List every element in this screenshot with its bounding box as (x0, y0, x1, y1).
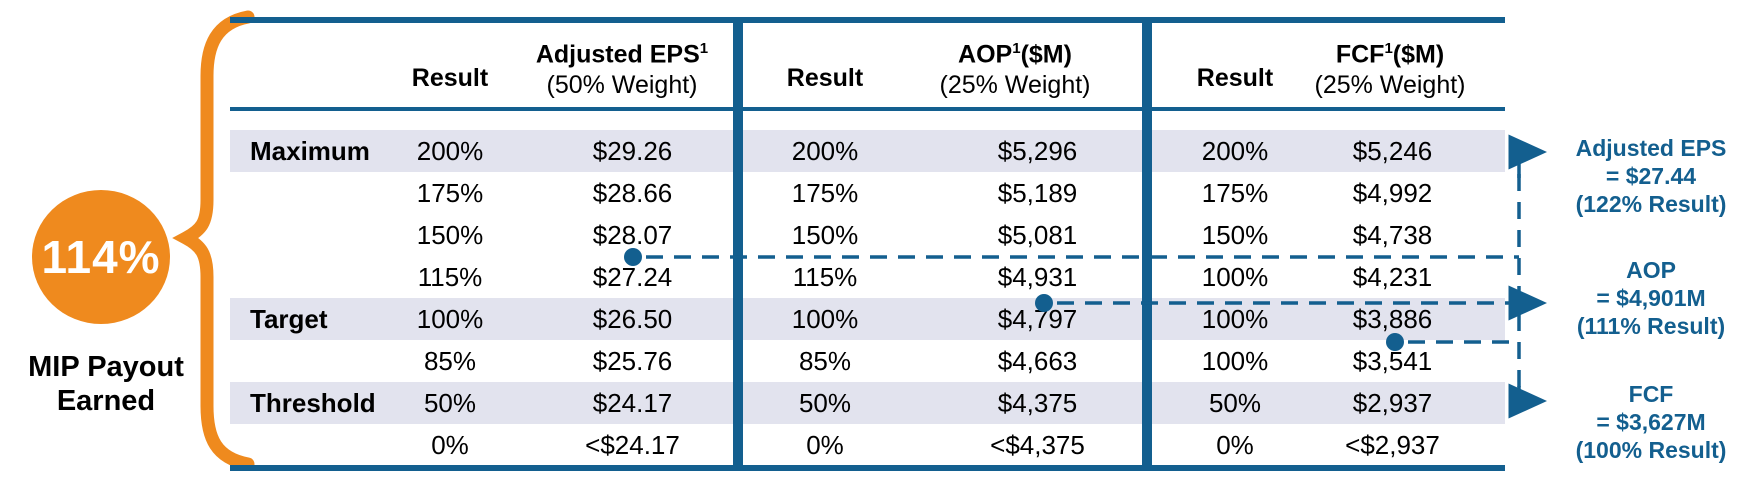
payout-label: MIP Payout Earned (0, 350, 212, 418)
eps-result-cell: 85% (423, 345, 477, 376)
table-row: 85% $25.76 85% $4,663 100% $3,541 (230, 340, 1505, 382)
eps-result-cell: 50% (423, 387, 477, 418)
aop-value-cell: <$4,375 (990, 429, 1085, 460)
annotation-aop-value: = $4,901M (1596, 285, 1706, 311)
aop-result-cell: 115% (792, 261, 858, 292)
table-bottom-rule (230, 465, 1505, 471)
payout-label-line1: MIP Payout (28, 351, 184, 383)
table-top-rule (230, 17, 1505, 23)
table-row: Maximum 200% $29.26 200% $5,296 200% $5,… (230, 130, 1505, 172)
eps-value-cell: <$24.17 (585, 429, 680, 460)
fcf-result-cell: 200% (1201, 135, 1269, 166)
annotation-aop: AOP = $4,901M (111% Result) (1556, 256, 1746, 340)
fcf-value-cell: $2,937 (1352, 387, 1433, 418)
row-level-label: Target (250, 303, 328, 334)
aop-value-cell: $5,296 (997, 135, 1078, 166)
annotation-aop-result: (111% Result) (1576, 313, 1726, 339)
eps-result-cell: 0% (431, 429, 469, 460)
table-row: 115% $27.24 115% $4,931 100% $4,231 (230, 256, 1505, 298)
aop-result-cell: 100% (791, 303, 859, 334)
payout-percent-value: 114% (41, 231, 161, 283)
eps-result-cell: 175% (416, 177, 484, 208)
annotation-fcf-value: = $3,627M (1596, 409, 1706, 435)
header-metric-fcf: FCF1($M) (25% Weight) (1275, 33, 1505, 101)
aop-value-cell: $4,931 (997, 261, 1078, 292)
fcf-result-cell: 0% (1216, 429, 1254, 460)
annotation-eps-metric: Adjusted EPS (1575, 135, 1727, 161)
aop-value-cell: $5,189 (997, 177, 1078, 208)
header-metric-fcf-weight: (25% Weight) (1314, 71, 1466, 100)
footnote-marker: 1 (1384, 40, 1393, 57)
table-row: Threshold 50% $24.17 50% $4,375 50% $2,9… (230, 382, 1505, 424)
fcf-value-cell: $4,231 (1352, 261, 1433, 292)
fcf-value-cell: $4,738 (1352, 219, 1433, 250)
aop-result-cell: 150% (791, 219, 859, 250)
aop-value-cell: $4,375 (997, 387, 1078, 418)
annotation-eps-value: = $27.44 (1605, 163, 1697, 189)
eps-value-cell: $28.66 (592, 177, 673, 208)
fcf-arrow (1508, 383, 1547, 419)
header-metric-fcf-name: FCF1($M) (1335, 40, 1445, 69)
eps-result-cell: 200% (416, 135, 484, 166)
fcf-result-cell: 100% (1201, 345, 1269, 376)
table-row: 175% $28.66 175% $5,189 175% $4,992 (230, 172, 1505, 214)
footnote-marker: 1 (699, 40, 709, 57)
annotation-eps: Adjusted EPS = $27.44 (122% Result) (1556, 134, 1746, 218)
eps-result-cell: 150% (416, 219, 484, 250)
eps-result-cell: 115% (417, 261, 483, 292)
fcf-value-cell: $5,246 (1352, 135, 1433, 166)
eps-value-cell: $27.24 (592, 261, 673, 292)
header-metric-aop-name: AOP1($M) (958, 40, 1072, 69)
header-result-aop: Result (786, 63, 864, 92)
row-level-label: Threshold (250, 387, 376, 418)
table-row: Target 100% $26.50 100% $4,797 100% $3,8… (230, 298, 1505, 340)
table-divider-1 (733, 17, 743, 466)
aop-result-cell: 200% (791, 135, 859, 166)
header-result-eps: Result (411, 63, 489, 92)
eps-arrow (1508, 134, 1547, 178)
payout-label-line2: Earned (56, 385, 156, 417)
table-row: 0% <$24.17 0% <$4,375 0% <$2,937 (230, 424, 1505, 466)
annotation-fcf-metric: FCF (1628, 381, 1674, 407)
fcf-value-cell: $4,992 (1352, 177, 1433, 208)
header-metric-aop-weight: (25% Weight) (939, 71, 1091, 100)
fcf-result-cell: 150% (1201, 219, 1269, 250)
aop-result-cell: 0% (806, 429, 844, 460)
aop-result-cell: 85% (798, 345, 852, 376)
aop-value-cell: $4,797 (997, 303, 1078, 334)
header-metric-eps-weight: (50% Weight) (546, 71, 698, 100)
eps-value-cell: $26.50 (592, 303, 673, 334)
header-metric-eps: Adjusted EPS1 (50% Weight) (507, 33, 737, 101)
footnote-marker: 1 (1012, 40, 1021, 57)
eps-value-cell: $28.07 (592, 219, 673, 250)
header-metric-aop: AOP1($M) (25% Weight) (900, 33, 1130, 101)
row-level-label: Maximum (250, 135, 370, 166)
aop-value-cell: $4,663 (997, 345, 1078, 376)
eps-value-cell: $25.76 (592, 345, 673, 376)
annotation-aop-metric: AOP (1626, 257, 1676, 283)
fcf-value-cell: <$2,937 (1345, 429, 1440, 460)
table-row: 150% $28.07 150% $5,081 150% $4,738 (230, 214, 1505, 256)
eps-value-cell: $24.17 (592, 387, 673, 418)
fcf-result-cell: 175% (1201, 177, 1269, 208)
aop-value-cell: $5,081 (997, 219, 1078, 250)
eps-value-cell: $29.26 (592, 135, 673, 166)
annotation-fcf: FCF = $3,627M (100% Result) (1556, 380, 1746, 464)
header-result-fcf: Result (1196, 63, 1274, 92)
fcf-result-cell: 100% (1201, 261, 1269, 292)
table-divider-2 (1142, 17, 1152, 466)
fcf-result-cell: 100% (1201, 303, 1269, 334)
table-header-rule (230, 107, 1505, 111)
annotation-eps-result: (122% Result) (1575, 191, 1727, 217)
aop-result-cell: 175% (791, 177, 859, 208)
fcf-value-cell: $3,886 (1352, 303, 1433, 334)
payout-percent-circle: 114% (32, 190, 170, 324)
annotation-fcf-result: (100% Result) (1575, 437, 1727, 463)
aop-result-cell: 50% (798, 387, 852, 418)
fcf-value-cell: $3,541 (1352, 345, 1433, 376)
header-metric-eps-name: Adjusted EPS1 (535, 40, 709, 69)
eps-result-cell: 100% (416, 303, 484, 334)
fcf-result-cell: 50% (1208, 387, 1262, 418)
